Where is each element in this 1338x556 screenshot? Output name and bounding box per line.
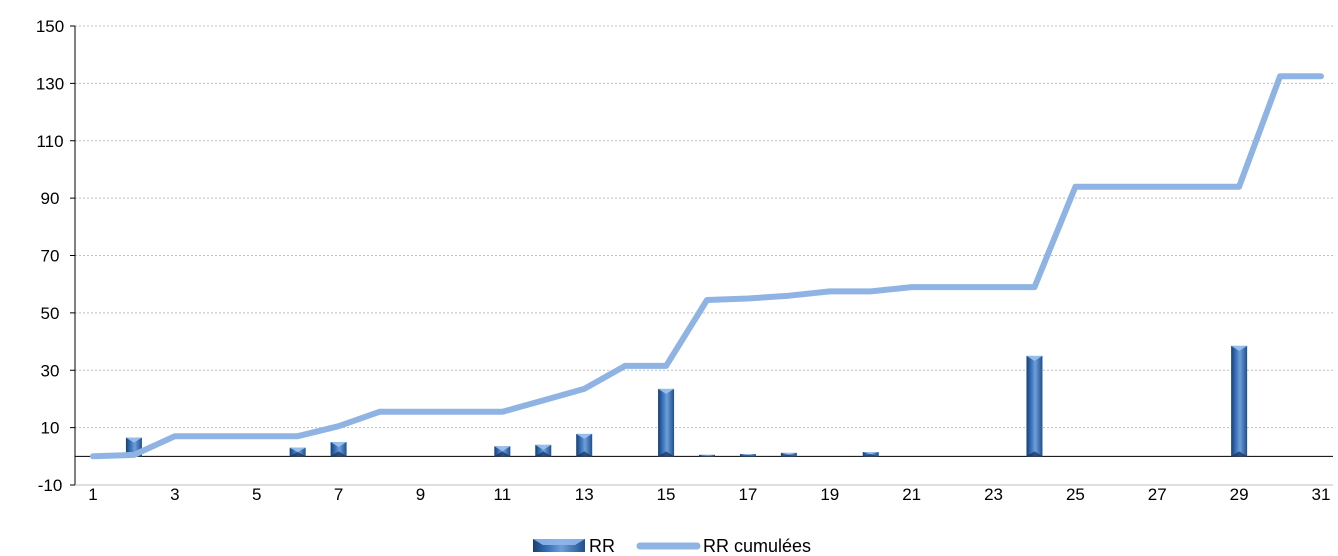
x-tick-label: 5: [252, 485, 261, 504]
bar-bottom-bevel: [699, 455, 715, 457]
y-tick-label: 30: [41, 361, 60, 380]
bar: [494, 446, 511, 457]
bar: [658, 388, 675, 457]
bar-body: [494, 446, 511, 457]
x-tick-label: 29: [1230, 485, 1249, 504]
bar-top-bevel: [576, 433, 593, 439]
bar: [535, 444, 552, 457]
bar: [1026, 355, 1043, 457]
x-tick-label: 7: [334, 485, 343, 504]
bar-bottom-bevel: [1231, 451, 1248, 457]
bar-bottom-bevel: [289, 452, 306, 457]
bar-body: [658, 388, 675, 457]
y-tick-label: -10: [38, 476, 63, 495]
bar-body: [1231, 345, 1248, 457]
bar: [289, 447, 306, 457]
x-tick-label: 11: [494, 485, 512, 504]
bar: [1231, 345, 1248, 457]
bar-body: [535, 444, 552, 457]
bar: [780, 452, 797, 457]
x-tick-label: 17: [738, 485, 757, 504]
bar-top-bevel: [780, 452, 797, 455]
bar-bottom-bevel: [576, 451, 593, 457]
bar-bottom-bevel: [535, 451, 552, 457]
y-tick-label: 90: [41, 189, 60, 208]
bar: [699, 454, 715, 457]
gridlines: [75, 25, 1333, 429]
bar-top-bevel: [1231, 345, 1248, 351]
bar-bottom-bevel: [330, 451, 347, 457]
x-tick-label: 1: [88, 485, 97, 504]
bar-body: [330, 441, 347, 457]
bar-bottom-bevel: [739, 455, 756, 457]
x-tick-label: 25: [1066, 485, 1085, 504]
legend-swatch-bevel: [533, 539, 585, 545]
y-tick-label: 110: [36, 132, 63, 151]
y-tick-label: 150: [36, 17, 64, 36]
x-tick-label: 31: [1312, 485, 1331, 504]
bar: [739, 454, 756, 457]
bar-top-bevel: [125, 437, 142, 443]
x-tick-label: 3: [170, 485, 179, 504]
x-tick-label: 21: [902, 485, 921, 504]
bar: [862, 452, 879, 457]
y-tick-label: 10: [41, 419, 60, 438]
y-tick-label: 130: [36, 74, 64, 93]
bar-bottom-bevel: [494, 451, 511, 457]
bar-bottom-bevel: [780, 454, 797, 457]
y-tick-label: 70: [41, 247, 60, 266]
legend: RR RR cumulées: [533, 536, 811, 556]
bar: [330, 441, 347, 457]
x-tick-labels: 1 3 5 7 9 11 13 15 17 19 21 23 25 27 29 31: [88, 485, 1330, 504]
bar-top-bevel: [494, 446, 511, 452]
bar-bottom-bevel: [862, 454, 879, 457]
bar-top-bevel: [289, 447, 306, 453]
line-series-rr-cumulees: [90, 73, 1324, 460]
legend-label-rr: RR: [589, 536, 615, 556]
x-tick-label: 15: [657, 485, 676, 504]
legend-label-rr-cumulees: RR cumulées: [703, 536, 811, 556]
x-tick-label: 19: [820, 485, 839, 504]
bar-top-bevel: [862, 452, 879, 455]
y-tick-label: 50: [41, 304, 60, 323]
bar-body: [576, 433, 593, 457]
x-tick-label: 13: [575, 485, 594, 504]
bar: [576, 433, 593, 457]
bar-bottom-bevel: [658, 451, 675, 457]
bar-top-bevel: [699, 454, 715, 456]
bar-body: [1026, 355, 1043, 457]
x-tick-label: 23: [984, 485, 1003, 504]
line-path: [90, 73, 1324, 460]
bar-top-bevel: [535, 444, 552, 450]
x-tick-label: 27: [1148, 485, 1167, 504]
y-tick-labels: -10 10 30 50 70 90 110 130 150: [36, 17, 64, 495]
bar-bottom-bevel: [1026, 451, 1043, 457]
bar-top-bevel: [1026, 355, 1043, 361]
bar-series-rr: [125, 345, 1248, 457]
bar-top-bevel: [739, 454, 756, 456]
bar-top-bevel: [330, 441, 347, 447]
bar-top-bevel: [658, 388, 675, 394]
x-tick-label: 9: [416, 485, 425, 504]
